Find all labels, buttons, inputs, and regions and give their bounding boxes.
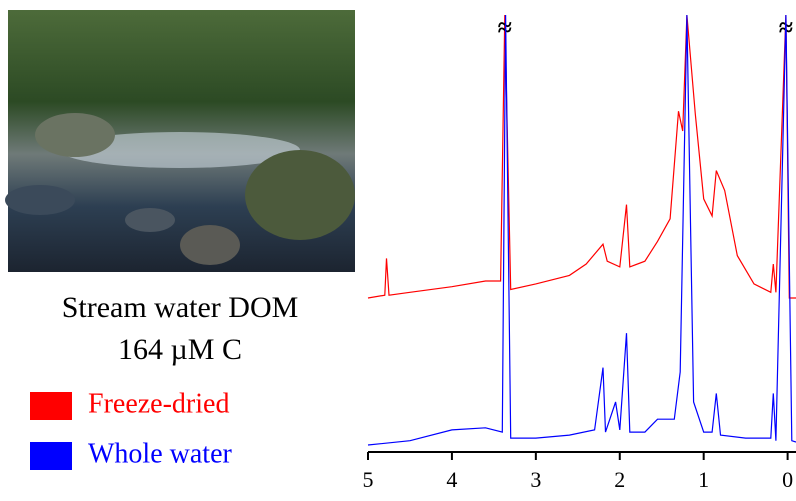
spectrum-line xyxy=(367,14,796,446)
x-tick-label: 0 xyxy=(782,467,793,492)
spectrum-line xyxy=(367,14,796,299)
legend-label: Whole water xyxy=(88,438,232,469)
x-tick-label: 3 xyxy=(530,467,541,492)
x-tick-label: 5 xyxy=(363,467,374,492)
stream-photo xyxy=(5,10,355,272)
break-mark: ≈ xyxy=(498,13,512,42)
x-tick-label: 4 xyxy=(446,467,457,492)
legend-swatch xyxy=(30,392,72,420)
caption-title: Stream water DOM xyxy=(62,291,299,324)
legend-swatch xyxy=(30,442,72,470)
x-tick-label: 1 xyxy=(698,467,709,492)
caption-subtitle: 164 µM C xyxy=(118,333,242,366)
x-tick-label: 2 xyxy=(614,467,625,492)
legend-label: Freeze-dried xyxy=(88,388,229,419)
